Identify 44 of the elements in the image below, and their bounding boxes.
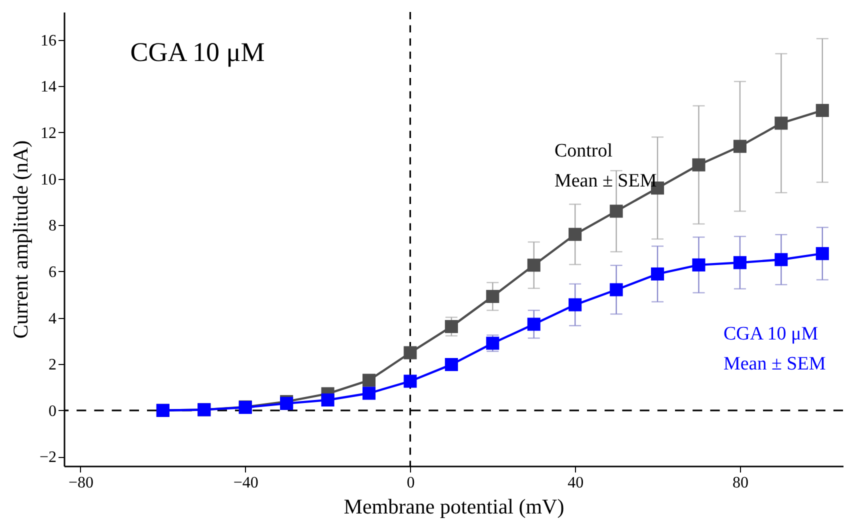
point <box>404 374 417 388</box>
point <box>568 228 582 241</box>
point <box>486 290 500 303</box>
x-tick-label: 40 <box>568 474 584 492</box>
annotation: Mean ± SEM <box>554 170 657 192</box>
point <box>816 247 829 260</box>
point <box>651 267 664 280</box>
text: Control <box>554 140 613 162</box>
y-tick-label: 8 <box>48 218 56 235</box>
y-tick-label: 6 <box>48 264 56 281</box>
point <box>692 158 706 172</box>
text: CGA 10 μM <box>130 36 265 67</box>
y-tick-label: 14 <box>40 78 56 96</box>
y-tick-label: 12 <box>40 124 56 142</box>
point <box>444 358 458 372</box>
y-tick-label: 10 <box>40 171 56 188</box>
point <box>610 204 623 218</box>
y-tick-label: 16 <box>40 32 56 50</box>
annotation: Mean ± SEM <box>723 354 826 375</box>
x-axis-title: Membrane potential (mV) <box>344 494 564 518</box>
point <box>527 318 540 331</box>
y-tick-label: −2 <box>39 449 56 466</box>
y-tick-label: 0 <box>48 402 56 420</box>
x-tick-label: 80 <box>732 474 748 492</box>
x-tick-label: 0 <box>406 474 415 492</box>
point <box>362 374 376 387</box>
point <box>321 393 334 407</box>
text: CGA 10 μM <box>723 324 818 345</box>
point <box>774 253 788 266</box>
point <box>610 283 623 296</box>
point <box>733 256 746 270</box>
point <box>816 104 829 117</box>
point <box>362 386 376 400</box>
y-tick-label: 4 <box>48 310 56 328</box>
point <box>733 140 746 153</box>
point <box>568 298 582 312</box>
point <box>527 258 540 272</box>
point <box>774 116 788 130</box>
x-tick-label: −40 <box>233 474 258 492</box>
y-axis-title: Current amplitude (nA) <box>8 140 32 339</box>
point <box>444 320 458 334</box>
point <box>692 258 706 272</box>
x-tick-label: −80 <box>68 474 94 492</box>
y-tick-label: 2 <box>48 356 56 374</box>
